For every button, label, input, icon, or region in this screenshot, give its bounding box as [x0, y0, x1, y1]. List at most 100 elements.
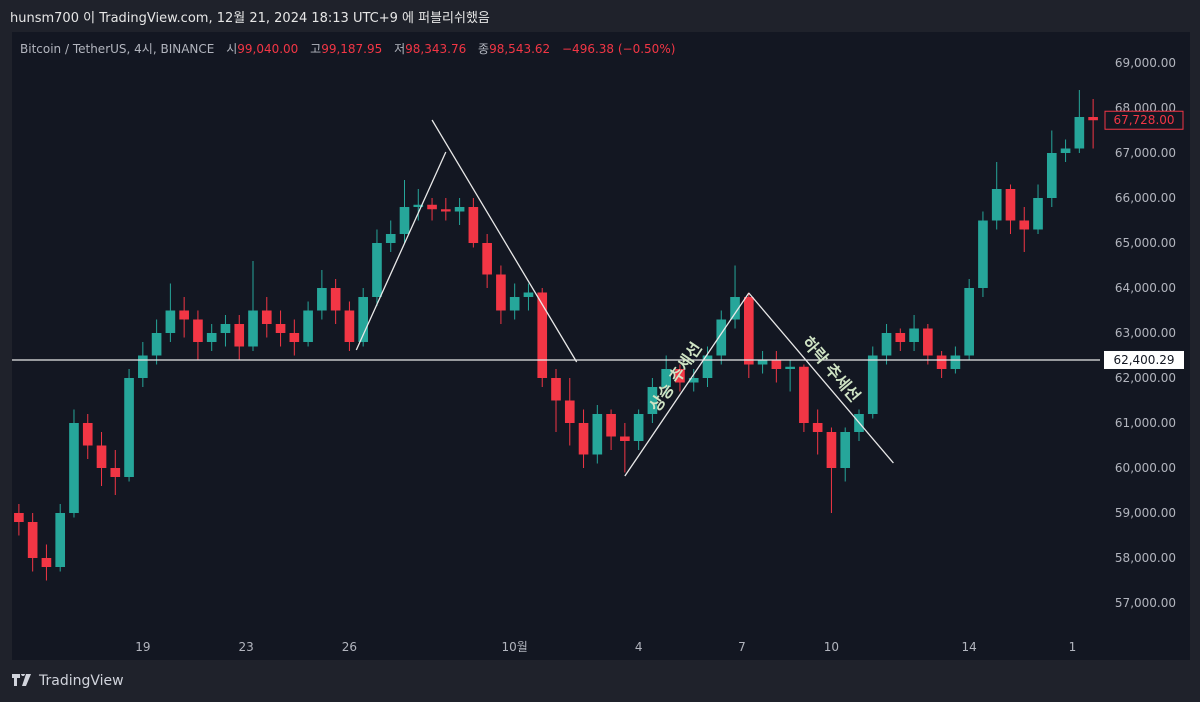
trendline[interactable]: [748, 292, 894, 464]
candle-body[interactable]: [317, 288, 327, 311]
candle-body[interactable]: [564, 400, 575, 424]
candle-body[interactable]: [234, 324, 245, 347]
candle-body[interactable]: [730, 297, 740, 320]
candle-body[interactable]: [978, 220, 988, 289]
candle-body[interactable]: [1088, 117, 1098, 121]
candle-body[interactable]: [578, 423, 589, 455]
candle-body[interactable]: [110, 468, 121, 477]
candle-body[interactable]: [812, 423, 823, 432]
symbol-name[interactable]: Bitcoin / TetherUS, 4시, BINANCE: [20, 42, 215, 56]
candle-body[interactable]: [275, 324, 286, 333]
candle-body[interactable]: [647, 387, 658, 414]
candle-body[interactable]: [289, 333, 300, 342]
close-value: 98,543.62: [489, 42, 551, 56]
candle-body[interactable]: [496, 274, 506, 311]
change-value: −496.38 (−0.50%): [562, 42, 676, 56]
candle-body[interactable]: [909, 328, 919, 343]
candle-body[interactable]: [303, 310, 313, 343]
trendline[interactable]: [624, 292, 750, 477]
candle-body[interactable]: [895, 333, 906, 342]
candle-body[interactable]: [716, 319, 727, 356]
time-axis[interactable]: [12, 630, 1100, 660]
candle-body[interactable]: [482, 243, 492, 275]
tradingview-logo[interactable]: TradingView: [12, 673, 124, 689]
candle-body[interactable]: [124, 378, 134, 477]
candle-body[interactable]: [675, 369, 685, 383]
close-label: 종: [478, 42, 490, 56]
candle-body[interactable]: [688, 378, 699, 383]
candle-body[interactable]: [261, 310, 272, 325]
candle-body[interactable]: [151, 333, 162, 356]
trendline[interactable]: [431, 119, 578, 363]
candle-body[interactable]: [427, 204, 437, 210]
candle-body[interactable]: [867, 355, 878, 415]
candle-body[interactable]: [1074, 117, 1085, 149]
candle-body[interactable]: [344, 310, 355, 343]
chart-panel[interactable]: [12, 32, 1190, 660]
candle-body[interactable]: [936, 355, 947, 370]
candle-body[interactable]: [592, 414, 603, 455]
candle-body[interactable]: [330, 288, 341, 311]
candle-body[interactable]: [785, 366, 795, 369]
candle-body[interactable]: [743, 297, 754, 365]
candle-body[interactable]: [1060, 148, 1071, 154]
candle-body[interactable]: [991, 189, 1002, 221]
candle-body[interactable]: [523, 292, 534, 298]
candle-body[interactable]: [193, 319, 203, 343]
candle-body[interactable]: [923, 328, 933, 356]
candle-body[interactable]: [27, 522, 38, 558]
candle-body[interactable]: [964, 288, 974, 356]
candle-body[interactable]: [96, 445, 107, 469]
candle-body[interactable]: [509, 297, 520, 311]
candle-body[interactable]: [220, 324, 231, 333]
candle-body[interactable]: [702, 355, 713, 379]
y-tick-label: 59,000.00: [1115, 506, 1176, 520]
candle-body[interactable]: [826, 432, 837, 468]
candle-body[interactable]: [41, 558, 52, 567]
candle-body[interactable]: [757, 360, 768, 365]
y-tick-label: 63,000.00: [1115, 326, 1176, 340]
trendline[interactable]: [355, 151, 447, 351]
x-tick-label: 14: [962, 640, 977, 654]
candle-body[interactable]: [82, 423, 93, 446]
x-tick-label: 23: [238, 640, 253, 654]
candle-body[interactable]: [881, 333, 892, 356]
candle-body[interactable]: [620, 436, 630, 442]
candle-body[interactable]: [950, 355, 961, 370]
candle-body[interactable]: [413, 204, 424, 207]
candle-body[interactable]: [55, 513, 66, 567]
candle-body[interactable]: [551, 378, 561, 401]
candle-body[interactable]: [179, 310, 189, 320]
price-axis[interactable]: [1100, 32, 1190, 660]
candle-body[interactable]: [385, 234, 396, 243]
horizontal-line-price-label: 62,400.29: [1113, 353, 1174, 367]
candle-body[interactable]: [606, 414, 616, 437]
candle-body[interactable]: [799, 366, 809, 423]
candle-body[interactable]: [399, 207, 410, 234]
candle-body[interactable]: [1046, 153, 1057, 198]
x-tick-label: 26: [342, 640, 357, 654]
candle-body[interactable]: [1033, 198, 1043, 230]
trendline-label: 상승 추세선: [646, 339, 706, 415]
candle-body[interactable]: [206, 333, 217, 342]
candle-body[interactable]: [14, 513, 24, 522]
candle-body[interactable]: [1005, 189, 1016, 221]
candle-body[interactable]: [69, 423, 79, 513]
candle-body[interactable]: [1019, 220, 1030, 230]
candle-body[interactable]: [358, 297, 369, 342]
candle-body[interactable]: [840, 432, 851, 468]
candle-body[interactable]: [165, 310, 176, 334]
candle-body[interactable]: [771, 360, 782, 369]
candle-body[interactable]: [537, 292, 548, 379]
candle-body[interactable]: [633, 414, 644, 441]
x-tick-label: 4: [635, 640, 643, 654]
candle-body[interactable]: [372, 243, 382, 297]
candle-body[interactable]: [441, 209, 451, 212]
candle-body[interactable]: [661, 369, 671, 387]
candle-body[interactable]: [138, 355, 148, 379]
y-tick-label: 67,000.00: [1115, 146, 1176, 160]
candle-body[interactable]: [468, 207, 479, 243]
candle-body[interactable]: [454, 207, 465, 212]
candle-body[interactable]: [248, 310, 258, 347]
